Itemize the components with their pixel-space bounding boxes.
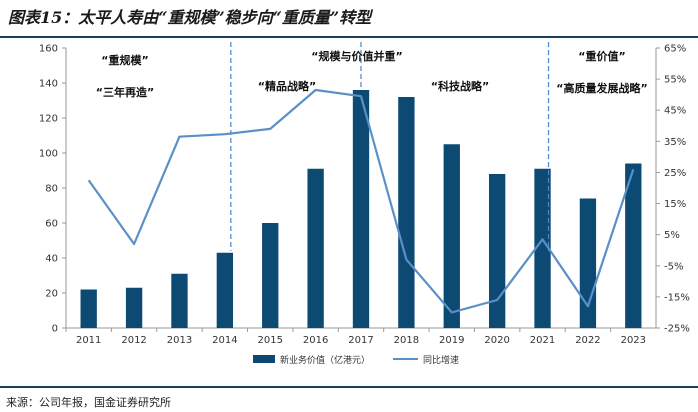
x-tick-label: 2018 xyxy=(394,335,419,346)
annotation-label: “规模与价值并重” xyxy=(311,49,402,63)
annotation-label: “高质量发展战略” xyxy=(556,81,647,95)
annotation-label: “科技战略” xyxy=(431,79,489,93)
right-tick-label: -15% xyxy=(664,292,690,303)
x-tick-label: 2012 xyxy=(121,335,146,346)
combo-chart: 2011 2012 2013 2014 2015 2016 2017 2018 2019 2020… xyxy=(39,42,690,366)
x-tick-label: 2016 xyxy=(303,335,328,346)
bar xyxy=(352,90,370,328)
growth-line xyxy=(87,88,635,314)
bottom-rule xyxy=(0,386,698,388)
x-tick-label: 2019 xyxy=(439,335,464,346)
bar xyxy=(625,163,642,328)
left-tick-label: 0 xyxy=(52,324,58,335)
left-tick-label: 120 xyxy=(39,114,58,125)
bar xyxy=(534,168,551,328)
x-tick-labels: 2011 2012 2013 2014 2015 2016 2017 2018 2019 2020… xyxy=(76,335,646,346)
legend-bar-swatch xyxy=(253,355,275,363)
bar xyxy=(579,198,597,328)
annotation-label: “三年再造” xyxy=(96,85,154,99)
bar xyxy=(307,168,324,328)
left-tick-label: 140 xyxy=(39,79,58,90)
bar xyxy=(216,252,234,328)
legend-line-label: 同比增速 xyxy=(423,354,459,366)
x-tick-label: 2014 xyxy=(212,335,237,346)
left-tick-label: 80 xyxy=(45,184,58,195)
annotation-label: “精品战略” xyxy=(258,79,316,93)
source-note: 来源：公司年报，国金证券研究所 xyxy=(6,396,171,409)
bar xyxy=(488,174,506,328)
left-tick-label: 160 xyxy=(39,44,58,55)
bar xyxy=(80,289,97,328)
right-tick-label: 15% xyxy=(664,199,686,210)
left-tick-labels: 0 20 40 60 80 100 120 140 160 xyxy=(39,44,58,335)
x-tick-label: 2015 xyxy=(258,335,283,346)
x-tick-label: 2023 xyxy=(621,335,646,346)
x-tick-label: 2011 xyxy=(76,335,101,346)
right-tick-labels: -25% -15% -5% 5% 15% 25% 35% 45% 55% 65% xyxy=(664,44,690,335)
right-tick-label: 55% xyxy=(664,75,686,86)
legend-bar-label: 新业务价值（亿港元） xyxy=(280,354,370,366)
x-tick-label: 2022 xyxy=(575,335,600,346)
bar xyxy=(171,273,188,328)
legend: 新业务价值（亿港元） 同比增速 xyxy=(253,354,459,366)
left-tick-label: 20 xyxy=(45,289,58,300)
annotation-label: “重价值” xyxy=(578,49,625,63)
right-tick-label: 65% xyxy=(664,44,686,55)
bar xyxy=(262,223,279,328)
right-tick-label: 45% xyxy=(664,106,686,117)
era-dividers xyxy=(230,42,550,251)
bars xyxy=(80,90,642,328)
left-tick-label: 100 xyxy=(39,149,58,160)
annotation-label: “重规模” xyxy=(101,53,148,67)
right-tick-label: -25% xyxy=(664,324,690,335)
x-tick-label: 2017 xyxy=(348,335,373,346)
right-tick-label: 25% xyxy=(664,168,686,179)
growth-line-group xyxy=(87,88,635,314)
x-tick-label: 2021 xyxy=(530,335,555,346)
right-tick-label: -5% xyxy=(664,261,683,272)
bar xyxy=(443,144,460,328)
left-tick-label: 60 xyxy=(45,219,58,230)
x-tick-label: 2020 xyxy=(484,335,509,346)
bar xyxy=(398,97,415,328)
annotations: “重规模” “三年再造” “规模与价值并重” “精品战略” “科技战略” “重价值” “高质… xyxy=(96,49,648,99)
right-tick-label: 5% xyxy=(664,230,680,241)
x-tick-label: 2013 xyxy=(167,335,192,346)
chart-title: 图表15：太平人寿由“重规模”稳步向“重质量”转型 xyxy=(8,8,372,27)
bar xyxy=(125,287,143,328)
top-rule xyxy=(0,36,698,38)
left-tick-label: 40 xyxy=(45,254,58,265)
right-tick-label: 35% xyxy=(664,137,686,148)
